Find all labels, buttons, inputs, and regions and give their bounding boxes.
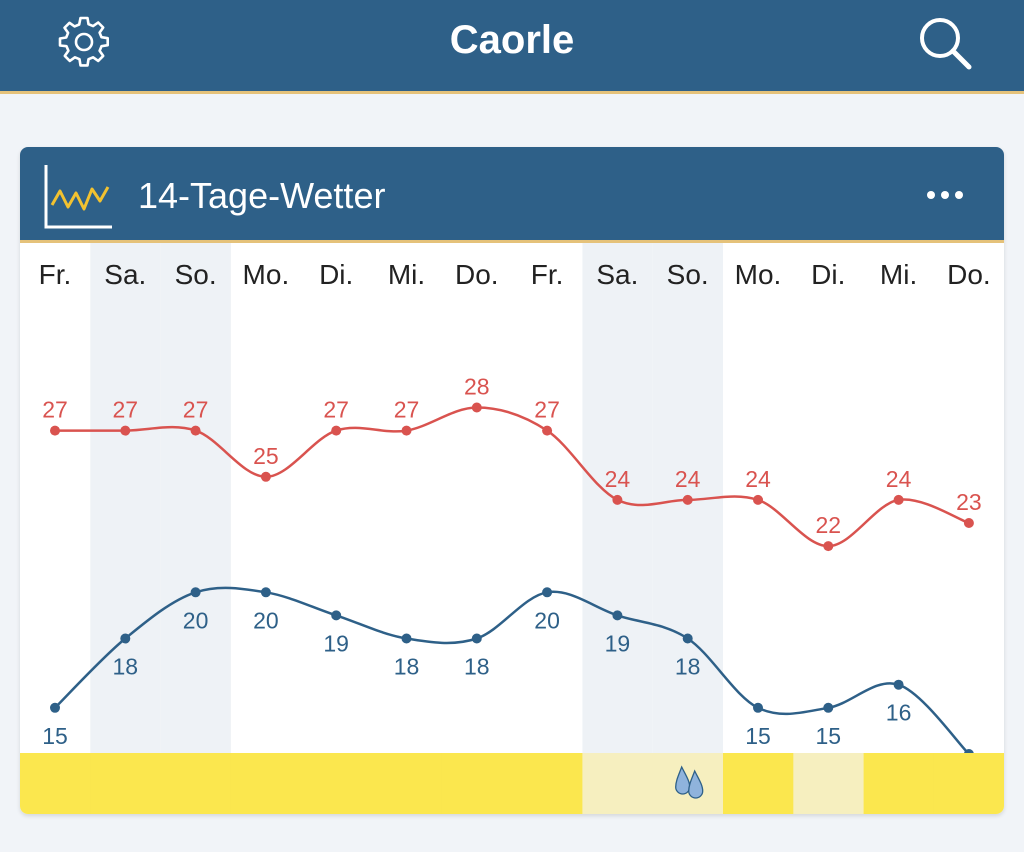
weather-bar-sun (230, 753, 302, 814)
min-temp-label: 18 (113, 654, 139, 680)
weekend-column (90, 243, 161, 753)
min-temp-point (331, 610, 342, 621)
max-temp-label: 27 (394, 397, 420, 423)
min-temp-point (682, 633, 693, 644)
max-temp-point (823, 541, 834, 552)
day-label: Fr. (39, 259, 72, 290)
max-temp-label: 24 (745, 466, 771, 492)
raindrop-icon (688, 769, 704, 799)
max-temp-point (190, 425, 201, 436)
min-temp-label: 15 (816, 723, 842, 749)
day-label: Mi. (388, 259, 425, 290)
day-label: Do. (947, 259, 991, 290)
max-temp-label: 24 (675, 466, 701, 492)
max-temp-label: 27 (534, 397, 560, 423)
min-temp-label: 18 (464, 654, 490, 680)
min-temp-point (893, 679, 904, 690)
min-temp-label: 19 (323, 630, 349, 656)
weather-bar-sun (441, 753, 513, 814)
raindrop-icon (675, 765, 691, 795)
forecast-card: 14-Tage-Wetter Fr. Sa. So. Mo. Di. Mi. Do. Fr. S… (20, 147, 1004, 814)
min-temp-label: 15 (745, 723, 771, 749)
weather-bar-sun (512, 753, 583, 814)
max-temp-point (401, 425, 412, 436)
min-temp-label: 20 (253, 607, 279, 633)
max-temp-point (893, 494, 904, 505)
day-label: Sa. (596, 259, 638, 290)
weather-bar-sun (301, 753, 373, 814)
min-temp-point (471, 633, 482, 644)
weather-bar-cloud (793, 753, 865, 814)
max-temp-point (612, 494, 623, 505)
weekend-column (160, 243, 231, 753)
more-dots-icon[interactable] (910, 171, 980, 219)
top-bar: Caorle (0, 0, 1024, 94)
day-label: Fr. (531, 259, 564, 290)
min-temp-point (612, 610, 623, 621)
max-temp-label: 28 (464, 374, 490, 400)
min-temp-label: 20 (534, 607, 560, 633)
max-temp-point (542, 425, 553, 436)
day-label: Mi. (880, 259, 917, 290)
max-temp-label: 27 (42, 397, 68, 423)
card-header: 14-Tage-Wetter (20, 147, 1004, 243)
day-label: So. (175, 259, 217, 290)
max-temp-label: 23 (956, 489, 982, 515)
max-temp-label: 27 (113, 397, 139, 423)
weather-bar-sun (160, 753, 232, 814)
min-temp-label: 19 (605, 630, 631, 656)
weather-bar-cloud (582, 753, 654, 814)
max-temp-point (753, 494, 763, 505)
max-temp-point (682, 494, 693, 505)
weather-bar-sun (863, 753, 935, 814)
max-temp-label: 27 (323, 397, 349, 423)
min-temp-label: 18 (394, 654, 420, 680)
min-temp-point (50, 702, 60, 713)
weather-bar-sun (90, 753, 162, 814)
day-label: Di. (811, 259, 845, 290)
min-temp-point (120, 633, 131, 644)
weather-bar-sun (723, 753, 794, 814)
max-temp-point (120, 425, 131, 436)
day-label: So. (667, 259, 709, 290)
line-chart-icon (44, 165, 112, 229)
card-title: 14-Tage-Wetter (138, 175, 386, 216)
max-temp-label: 22 (816, 512, 842, 538)
weather-bar-sun (20, 753, 91, 814)
min-temp-label: 18 (675, 654, 701, 680)
page-title: Caorle (449, 18, 575, 62)
max-temp-label: 25 (253, 443, 279, 469)
min-temp-point (823, 702, 834, 713)
max-temp-point (260, 471, 271, 482)
max-temp-point (471, 402, 482, 413)
min-temp-label: 20 (183, 607, 209, 633)
weather-bar-sun (933, 753, 1004, 814)
min-temp-point (401, 633, 412, 644)
search-icon[interactable] (916, 14, 974, 72)
max-temp-line (55, 406, 970, 548)
forecast-chart: Fr. Sa. So. Mo. Di. Mi. Do. Fr. Sa. So. Mo. Di. Mi. D… (20, 243, 1004, 814)
min-temp-point (190, 587, 201, 598)
min-temp-point (542, 587, 553, 598)
weather-bar-sun (371, 753, 443, 814)
gear-icon[interactable] (56, 14, 112, 70)
max-temp-label: 27 (183, 397, 209, 423)
max-temp-point (963, 518, 974, 528)
min-temp-label: 16 (886, 700, 912, 726)
max-temp-label: 24 (886, 466, 912, 492)
day-label: Do. (455, 259, 499, 290)
min-temp-point (753, 702, 763, 713)
min-temp-label: 15 (42, 723, 68, 749)
max-temp-label: 24 (605, 466, 631, 492)
max-temp-point (331, 425, 342, 436)
day-label: Mo. (735, 259, 782, 290)
day-label: Di. (319, 259, 353, 290)
day-label: Sa. (104, 259, 146, 290)
max-temp-point (50, 425, 60, 436)
day-label: Mo. (243, 259, 290, 290)
min-temp-point (260, 587, 271, 598)
